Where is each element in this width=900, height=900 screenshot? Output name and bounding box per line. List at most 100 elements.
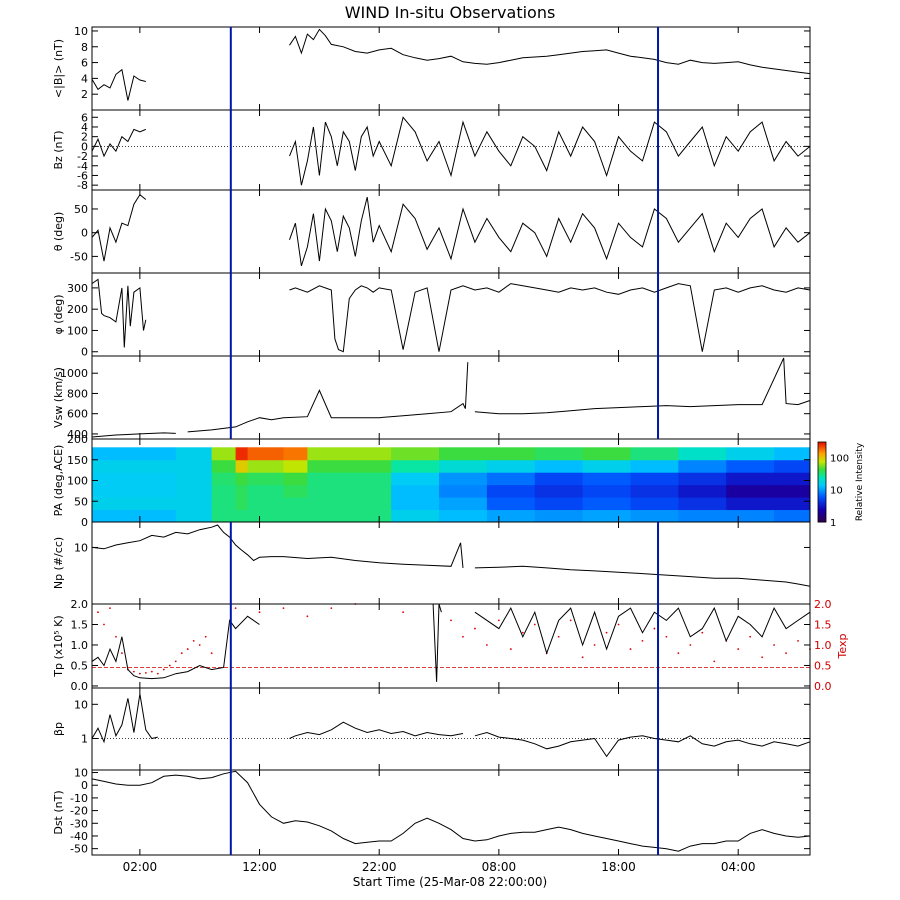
pa-cell <box>235 484 249 498</box>
texp-point <box>144 671 147 674</box>
y-tick-label: 150 <box>67 454 88 467</box>
pa-cell <box>391 459 440 473</box>
texp-point <box>168 664 171 667</box>
pa-cell <box>582 459 631 473</box>
texp-point <box>737 648 740 650</box>
series-line-tp-2 <box>474 606 811 655</box>
pa-cell <box>211 459 237 473</box>
y-tick-label: 200 <box>67 433 88 446</box>
y-axis-label: βp <box>52 722 65 736</box>
pa-cell <box>630 484 679 498</box>
series-line-tp-1 <box>432 603 442 682</box>
pa-cell <box>247 509 284 523</box>
pa-cell <box>726 497 775 511</box>
colorbar-swatch <box>818 502 826 505</box>
pa-cell <box>678 459 727 473</box>
pa-cell <box>235 497 249 511</box>
pa-cell <box>139 509 177 523</box>
pa-cell <box>582 509 631 523</box>
pa-cell <box>139 447 177 461</box>
pa-cell <box>175 509 213 523</box>
texp-point <box>593 644 596 646</box>
texp-point <box>132 670 135 673</box>
y-tick-label: 10 <box>74 767 88 780</box>
pa-cell <box>247 447 284 461</box>
y-tick-label: 4 <box>81 121 88 134</box>
pa-cell <box>486 509 536 523</box>
panel-frame <box>91 26 811 111</box>
y-tick-label: 1.0 <box>71 639 89 652</box>
panel-np: 10 Np (#/cc) <box>52 521 811 605</box>
pa-cell <box>92 447 141 461</box>
panel-frame <box>91 603 811 689</box>
series-line-bmag-0 <box>91 68 146 101</box>
colorbar-swatch <box>818 496 826 499</box>
texp-point <box>192 639 195 642</box>
y-tick-label: 6 <box>81 111 88 124</box>
texp-point <box>450 619 452 622</box>
y-tick-label: 100 <box>67 324 88 337</box>
pa-cell <box>439 484 488 498</box>
y-axis-label: Np (#/cc) <box>52 537 65 589</box>
pa-cell <box>678 447 727 461</box>
texp-point <box>749 635 752 638</box>
colorbar-swatch <box>818 506 826 509</box>
pa-cell <box>630 497 679 511</box>
pa-cell <box>774 484 811 498</box>
pa-cell <box>307 447 344 461</box>
panel-frame <box>91 189 811 274</box>
colorbar-swatch <box>818 494 826 497</box>
y-tick-label: 10 <box>74 541 88 554</box>
pa-cell <box>211 484 237 498</box>
y-axis-label: Dst (nT) <box>52 790 65 834</box>
pa-cell <box>139 472 177 486</box>
pa-cell <box>175 459 213 473</box>
y-axis-label: Vsw (km/s) <box>52 367 65 428</box>
y-right-tick-label: 0.0 <box>814 680 832 693</box>
series-line-beta-0 <box>91 693 158 744</box>
pa-cell <box>235 459 249 473</box>
y-tick-label: -20 <box>70 805 88 818</box>
texp-point <box>569 619 572 622</box>
series-line-theta-1 <box>289 196 811 267</box>
pa-cell <box>439 472 488 486</box>
texp-point <box>162 668 165 671</box>
pa-cell <box>283 459 308 473</box>
colorbar-swatch <box>818 464 826 467</box>
y-tick-label: -50 <box>70 843 88 856</box>
panel-beta: 1 10 βp <box>52 687 811 771</box>
colorbar-label: Relative Intensity <box>855 442 865 521</box>
pa-cell <box>726 447 775 461</box>
pa-cell <box>439 509 488 523</box>
pa-cell <box>582 447 631 461</box>
pa-cell <box>678 509 727 523</box>
pa-cell <box>391 484 440 498</box>
y-axis-label: PA (deg,ACE) <box>52 445 65 517</box>
colorbar-swatch <box>818 476 826 479</box>
chart-title: WIND In-situ Observations <box>345 3 556 22</box>
texp-point <box>97 611 99 614</box>
pa-cell <box>582 497 631 511</box>
texp-point <box>258 611 261 614</box>
panel-bmag: 2 4 6 8 10 <|B|> (nT) <box>52 25 811 111</box>
series-line-beta-1 <box>289 721 464 739</box>
pa-cell <box>486 447 536 461</box>
y-tick-label: -40 <box>70 830 88 843</box>
colorbar-swatch <box>818 450 826 453</box>
y-axis-label: Bz (nT) <box>52 130 65 169</box>
y-tick-label: 400 <box>67 428 88 441</box>
y-tick-label: 4 <box>81 72 88 85</box>
y-tick-label: 8 <box>81 41 88 54</box>
pa-cell <box>92 484 141 498</box>
pa-cell <box>630 459 679 473</box>
pa-cell <box>343 459 392 473</box>
series-line-vsw-1 <box>187 362 469 433</box>
pa-cell <box>439 447 488 461</box>
texp-point <box>234 607 237 609</box>
pa-cell <box>726 509 775 523</box>
pa-cell <box>343 472 392 486</box>
pa-cell <box>92 497 141 511</box>
texp-point <box>121 652 123 655</box>
pa-cell <box>235 509 249 523</box>
